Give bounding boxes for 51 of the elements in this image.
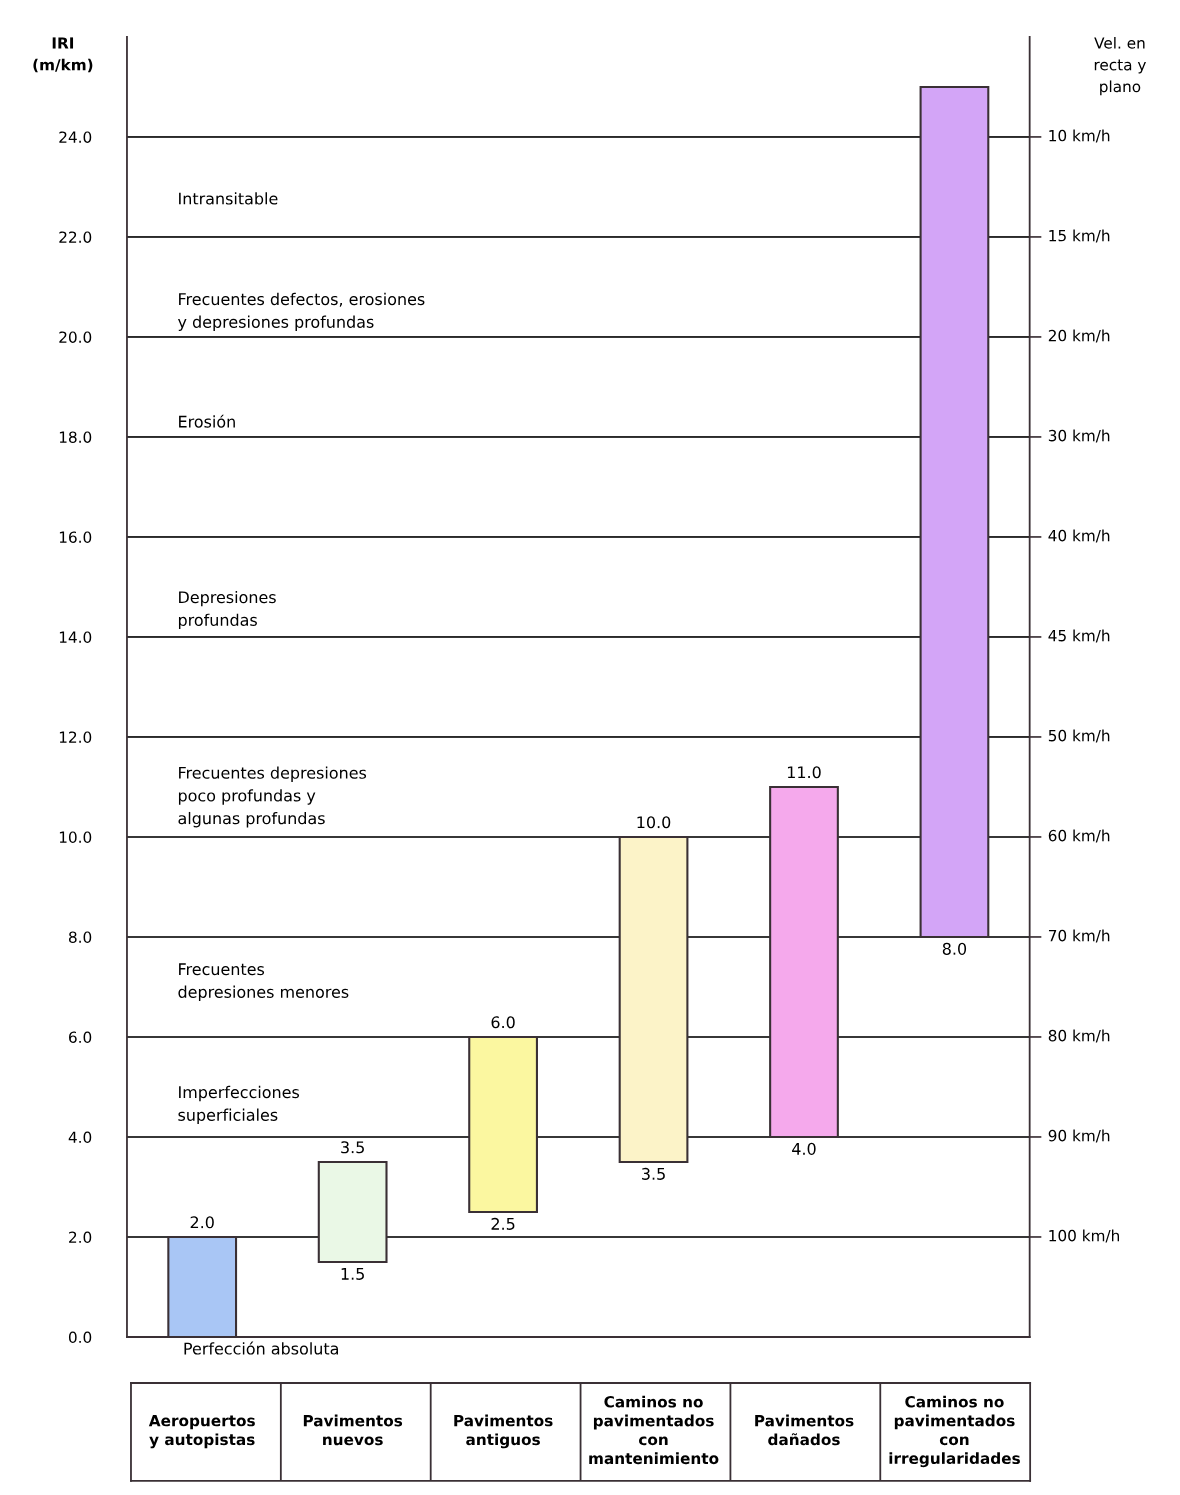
annotation: 2.5 [491, 1217, 515, 1230]
x-tick-label: Aeropuertos y autopistas [148, 1415, 255, 1449]
y-tick-label: 22.0 [59, 231, 92, 243]
ref-line-label: 100 km/h [1049, 1229, 1119, 1243]
annotation: Frecuentes depresiones poco profundas y algunas profundas [178, 766, 367, 828]
annotation: 8.0 [942, 942, 967, 955]
x-tick-label: Caminos no pavimentados con mantenimiento [589, 1395, 719, 1465]
ref-line-label: 30 km/h [1048, 429, 1110, 443]
annotation: 3.5 [642, 1167, 665, 1180]
data-label: 10.0 [637, 816, 671, 829]
y-tick-label: 4.0 [68, 1131, 92, 1143]
y-tick-label: 14.0 [59, 631, 92, 643]
y-tick-label: 8.0 [68, 931, 92, 943]
ref-line-label: 15 km/h [1049, 229, 1110, 243]
y-tick-label: 6.0 [69, 1031, 92, 1043]
ref-line-label: 70 km/h [1048, 929, 1110, 943]
ref-line-label: 10 km/h [1049, 129, 1110, 143]
annotation: Frecuentes defectos, erosiones y depresiones profundas [178, 292, 425, 331]
data-label: 11.0 [787, 766, 821, 779]
y-tick-label: 20.0 [59, 331, 92, 343]
y-tick-label: 0.0 [68, 1331, 92, 1343]
data-label: 2.0 [190, 1216, 214, 1229]
x-tick-label: Pavimentos dañados [755, 1414, 854, 1446]
x-tick-label: Pavimentos antiguos [454, 1414, 553, 1449]
y-tick-label: 10.0 [59, 831, 92, 843]
annotation: 1.5 [341, 1268, 364, 1280]
annotation: Frecuentes depresiones menores [178, 963, 349, 1002]
y-tick-label: 16.0 [59, 531, 92, 543]
ref-line-label: 80 km/h [1048, 1029, 1110, 1043]
x-tick-label: Caminos no pavimentados con irregularidades [889, 1395, 1020, 1468]
ref-line-label: 50 km/h [1048, 729, 1110, 743]
annotation: Intransitable [179, 192, 278, 205]
y-tick-label: 12.0 [59, 731, 92, 743]
y-tick-label: 18.0 [59, 431, 92, 443]
ref-line-label: 40 km/h [1048, 529, 1110, 543]
ref-line-label: 45 km/h [1048, 629, 1110, 643]
ref-line-label: 20 km/h [1048, 329, 1110, 343]
y-axis-title: IRI (m/km) [33, 37, 93, 73]
y2-axis-title: Vel. en recta y plano [1094, 36, 1146, 96]
ref-line-label: 90 km/h [1048, 1129, 1110, 1143]
annotation: 4.0 [792, 1142, 816, 1155]
x-tick-label: Pavimentos nuevos [303, 1414, 403, 1446]
ref-line-label: 60 km/h [1048, 829, 1110, 843]
y-tick-label: 24.0 [59, 131, 92, 143]
annotation: Imperfecciones superficiales [178, 1085, 300, 1125]
data-label: 3.5 [341, 1141, 364, 1154]
annotation: Depresiones profundas [178, 590, 276, 630]
data-label: 6.0 [491, 1016, 515, 1029]
y-tick-label: 2.0 [69, 1231, 92, 1243]
annotation: Erosión [179, 414, 235, 428]
text: Perfección absoluta [184, 1341, 338, 1355]
